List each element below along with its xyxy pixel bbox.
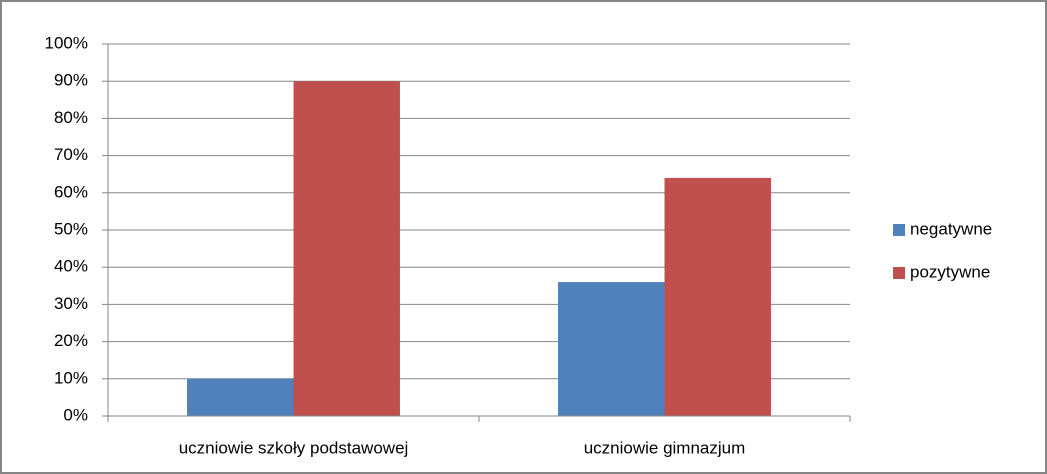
y-tick-label: 90% — [54, 71, 88, 90]
x-tick-label: uczniowie szkoły podstawowej — [179, 438, 409, 457]
legend-label: negatywne — [910, 219, 992, 238]
y-tick-label: 10% — [54, 368, 88, 387]
bar — [558, 282, 665, 416]
y-tick-label: 20% — [54, 331, 88, 350]
y-tick-label: 0% — [63, 405, 88, 424]
bar — [187, 378, 294, 416]
y-tick-label: 40% — [54, 257, 88, 276]
y-tick-label: 30% — [54, 294, 88, 313]
bar — [293, 81, 400, 416]
legend-swatch — [893, 224, 905, 236]
legend-label: pozytywne — [910, 262, 990, 281]
y-tick-label: 60% — [54, 182, 88, 201]
legend-swatch — [893, 267, 905, 279]
bar — [664, 177, 771, 416]
y-tick-label: 70% — [54, 145, 88, 164]
y-tick-label: 100% — [45, 33, 88, 52]
y-tick-label: 50% — [54, 219, 88, 238]
y-tick-label: 80% — [54, 108, 88, 127]
x-tick-label: uczniowie gimnazjum — [584, 438, 746, 457]
